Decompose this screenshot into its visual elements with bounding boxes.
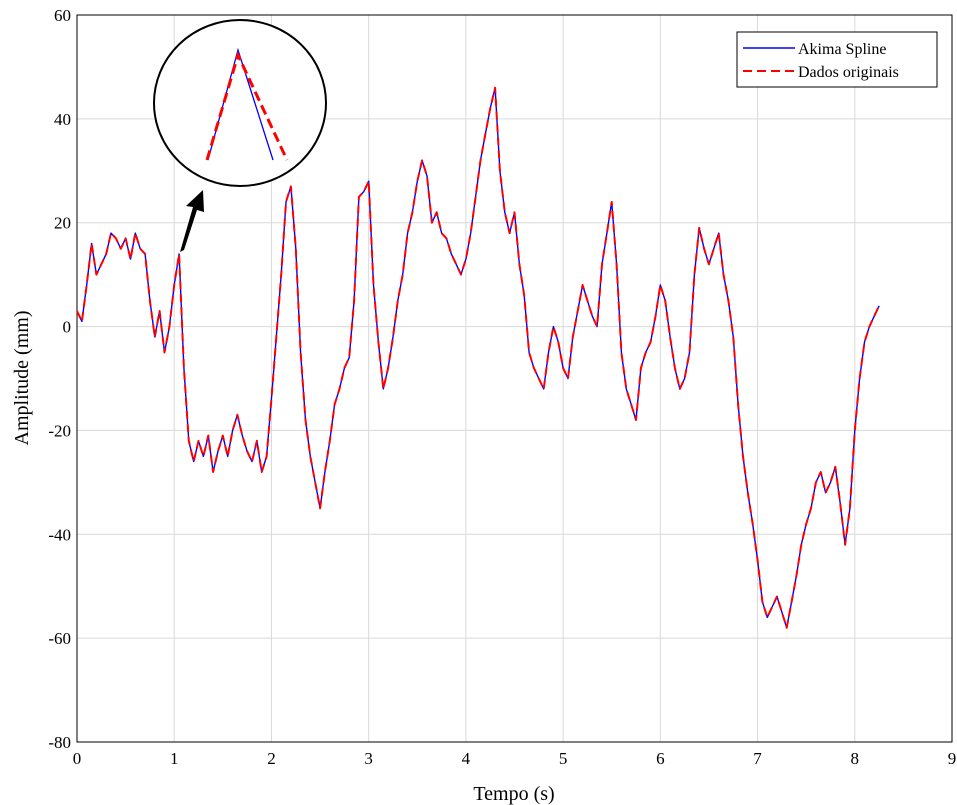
x-tick-label: 6: [656, 749, 665, 768]
x-tick-label: 3: [364, 749, 373, 768]
x-tick-label: 8: [851, 749, 860, 768]
y-tick-label: 40: [54, 110, 71, 129]
legend-label-akima: Akima Spline: [798, 41, 886, 58]
x-tick-label: 4: [462, 749, 471, 768]
y-tick-label: -20: [48, 421, 71, 440]
y-tick-label: 20: [54, 214, 71, 233]
y-tick-label: -80: [48, 733, 71, 752]
legend: Akima Spline Dados originais: [736, 31, 938, 88]
series-line-original: [76, 86, 881, 629]
zoom-arrow: [180, 190, 204, 252]
y-axis-label: Amplitude (mm): [11, 311, 33, 446]
tick-labels: 0 1 2 3 4 5 6 7 8 9 60 40 20 0 -20 -40 -60 -80: [48, 6, 956, 768]
series-layer: [76, 86, 881, 629]
y-tick-label: 60: [54, 6, 71, 25]
y-tick-label: 0: [63, 318, 72, 337]
x-axis-label: Tempo (s): [473, 783, 554, 805]
x-tick-label: 7: [753, 749, 762, 768]
zoom-ellipse: [153, 19, 327, 187]
x-tick-label: 0: [73, 749, 82, 768]
y-tick-label: -60: [48, 629, 71, 648]
legend-label-original: Dados originais: [798, 64, 899, 81]
x-tick-label: 9: [948, 749, 957, 768]
x-tick-label: 2: [267, 749, 276, 768]
x-tick-label: 5: [559, 749, 568, 768]
plot-frame: [76, 14, 953, 743]
arrow-icon: [180, 190, 204, 252]
zoom-original-line: [205, 50, 289, 161]
zoom-inset: [153, 19, 327, 187]
legend-box: [736, 31, 938, 88]
y-tick-label: -40: [48, 525, 71, 544]
x-tick-label: 1: [170, 749, 179, 768]
